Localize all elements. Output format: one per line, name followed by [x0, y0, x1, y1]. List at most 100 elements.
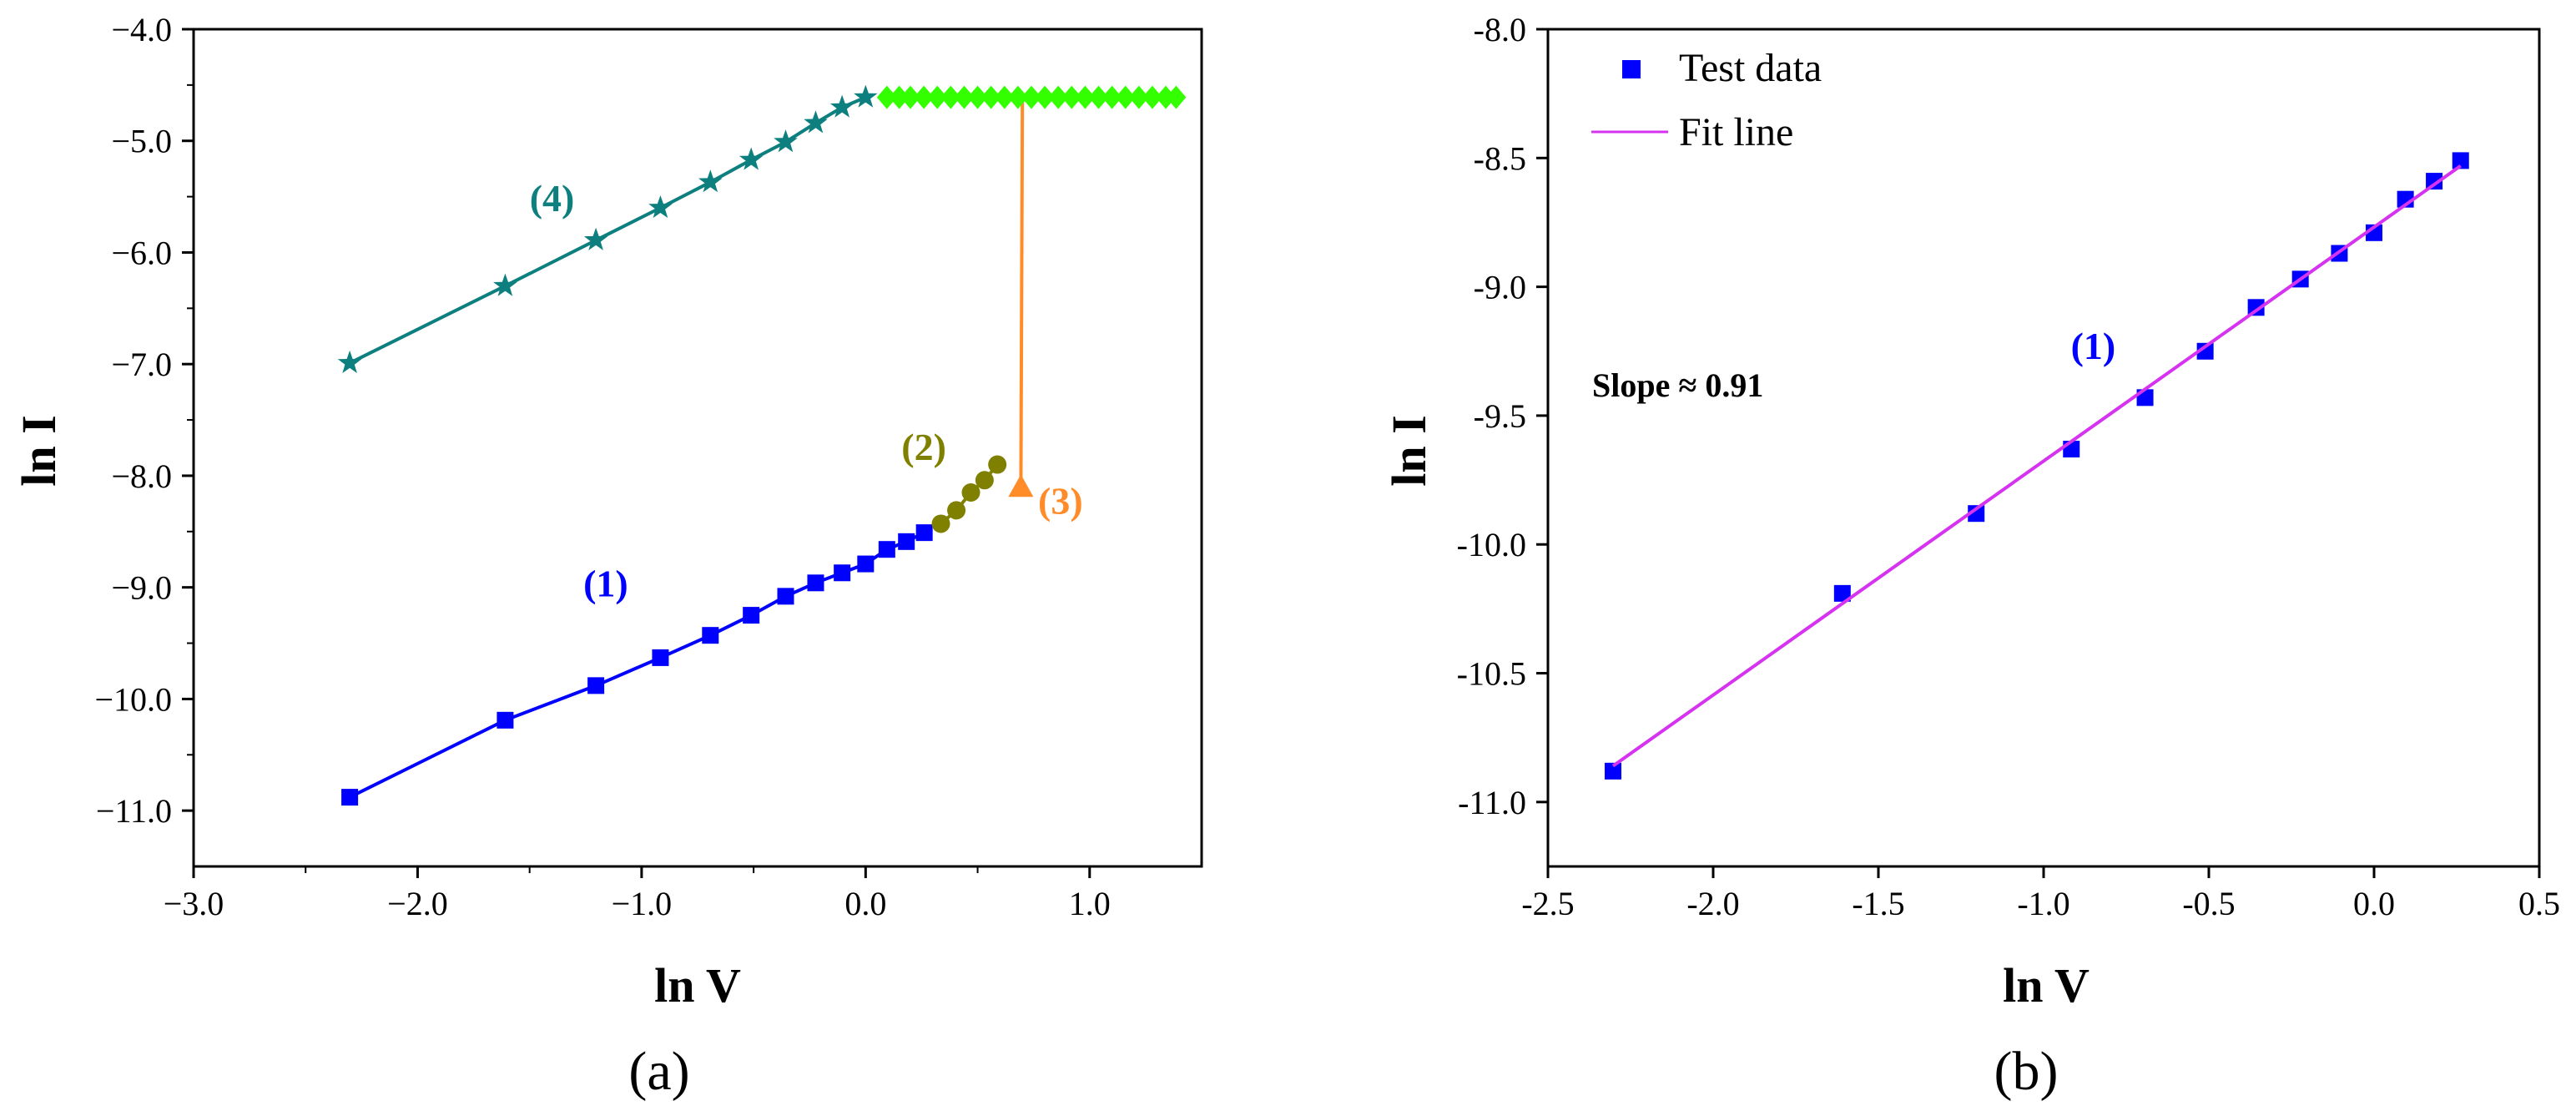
panel-a-series — [337, 84, 1187, 806]
a-annotation: (1) — [583, 562, 628, 604]
panel-b-annotations: (1) — [2071, 325, 2116, 367]
b-y-tick-label: -10.0 — [1457, 526, 1526, 563]
a-point-1 — [341, 789, 359, 806]
panel-b-frame — [1546, 28, 2541, 868]
panel-a-ticks: −3.0 −2.0 −1.0 0.0 1.0 −4.0 −5.0 −6.0 −7.0 −8.0 −9… — [94, 11, 1110, 922]
b-y-tick-label: -9.0 — [1474, 269, 1526, 306]
a-point-3b — [954, 85, 975, 109]
a-annotation: (4) — [530, 177, 575, 220]
a-y-tick-label: −10.0 — [94, 680, 172, 718]
a-x-tick-label: −3.0 — [164, 885, 224, 922]
panel-a-frame — [192, 28, 1203, 868]
a-point-3b — [1075, 85, 1096, 109]
a-point-1 — [587, 677, 605, 694]
a-point-1 — [777, 588, 794, 605]
a-y-tick-label: −8.0 — [111, 457, 172, 495]
b-y-tick-label: -10.5 — [1457, 655, 1526, 693]
a-point-3 — [1008, 474, 1034, 497]
b-x-tick-label: 0.0 — [2353, 885, 2395, 922]
a-point-3b — [980, 85, 1001, 109]
a-point-1 — [807, 574, 824, 592]
a-point-3b — [940, 85, 961, 109]
b-point-test-data — [2426, 173, 2443, 190]
slope-annotation: Slope ≈ 0.91 — [1592, 366, 1763, 404]
panel-a-ylabel: ln I — [12, 415, 66, 486]
a-point-1 — [898, 533, 915, 550]
a-point-4 — [493, 273, 517, 296]
a-point-4 — [648, 195, 673, 219]
b-point-test-data — [2196, 342, 2214, 360]
a-point-4 — [774, 129, 798, 153]
a-point-3b — [1166, 85, 1187, 109]
b-x-tick-label: -2.5 — [1521, 885, 1574, 922]
a-point-1 — [834, 564, 851, 582]
a-point-3b — [1007, 85, 1028, 109]
a-point-2 — [975, 471, 994, 490]
a-point-3b — [876, 85, 897, 109]
a-point-3b — [994, 85, 1015, 109]
b-point-test-data — [1605, 762, 1622, 780]
panel-b: -2.5 -2.0 -1.5 -1.0 -0.5 0.0 0.5 -8.0 -8.5 -9.0 -9… — [1382, 11, 2560, 1102]
panel-b-ylabel: ln I — [1382, 415, 1436, 486]
a-annotation: (3) — [1038, 479, 1083, 522]
b-x-tick-label: -0.5 — [2182, 885, 2235, 922]
a-series-line-4 — [349, 95, 867, 365]
a-point-2 — [988, 455, 1007, 474]
a-point-3b — [889, 85, 910, 109]
a-point-1 — [857, 555, 875, 573]
a-y-tick-label: −6.0 — [111, 234, 172, 271]
a-point-4 — [583, 227, 608, 250]
b-y-tick-label: -11.0 — [1458, 784, 1526, 821]
b-x-tick-label: -2.0 — [1686, 885, 1739, 922]
b-y-tick-label: -9.5 — [1474, 397, 1526, 435]
b-y-tick-label: -8.5 — [1474, 139, 1526, 177]
a-y-tick-label: −7.0 — [111, 346, 172, 383]
b-annotation: (1) — [2071, 325, 2116, 367]
panel-a-annotations: (1) (2) (3) (4) — [530, 177, 1083, 604]
a-point-1 — [878, 541, 895, 558]
a-point-4 — [804, 110, 828, 134]
a-point-2 — [947, 501, 966, 520]
a-annotation: (2) — [901, 426, 946, 468]
a-point-3b — [1101, 85, 1122, 109]
b-x-tick-label: -1.5 — [1852, 885, 1904, 922]
a-point-4 — [739, 147, 764, 170]
panel-b-xlabel: ln V — [2003, 958, 2090, 1013]
b-point-test-data — [2452, 152, 2469, 169]
b-y-tick-label: -8.0 — [1474, 11, 1526, 48]
panel-b-ticks: -2.5 -2.0 -1.5 -1.0 -0.5 0.0 0.5 -8.0 -8.5 -9.0 -9… — [1457, 11, 2560, 922]
legend-label-fit-line: Fit line — [1679, 110, 1793, 154]
a-y-tick-label: −4.0 — [111, 11, 172, 48]
a-point-3b — [1142, 85, 1162, 109]
a-point-3b — [1115, 85, 1136, 109]
b-x-tick-label: -1.0 — [2017, 885, 2069, 922]
b-x-tick-label: 0.5 — [2518, 885, 2560, 922]
b-point-test-data — [1968, 505, 1985, 523]
a-point-3b — [967, 85, 988, 109]
a-x-tick-label: 1.0 — [1069, 885, 1111, 922]
b-series-line-fit-line — [1611, 164, 2462, 768]
a-point-3b — [1156, 85, 1177, 109]
a-point-2 — [961, 482, 980, 502]
panel-a-label: (a) — [628, 1041, 689, 1102]
panel-a-xlabel: ln V — [654, 958, 741, 1013]
a-point-3b — [927, 85, 948, 109]
a-point-4 — [829, 94, 854, 118]
a-series-line-3 — [1019, 98, 1025, 487]
legend-label-test-data: Test data — [1679, 46, 1822, 90]
a-point-3b — [1048, 85, 1069, 109]
a-point-4 — [698, 169, 723, 193]
a-point-1 — [743, 607, 760, 624]
panel-b-legend: Test data Fit line — [1591, 46, 1822, 154]
a-point-4 — [337, 350, 362, 373]
a-point-3b — [1021, 85, 1041, 109]
a-x-tick-label: −1.0 — [612, 885, 673, 922]
a-point-1 — [915, 524, 933, 542]
a-point-3b — [1035, 85, 1056, 109]
a-point-3b — [900, 85, 921, 109]
a-x-tick-label: −2.0 — [387, 885, 448, 922]
a-point-3b — [1061, 85, 1082, 109]
a-point-3b — [914, 85, 935, 109]
a-x-tick-label: 0.0 — [844, 885, 886, 922]
